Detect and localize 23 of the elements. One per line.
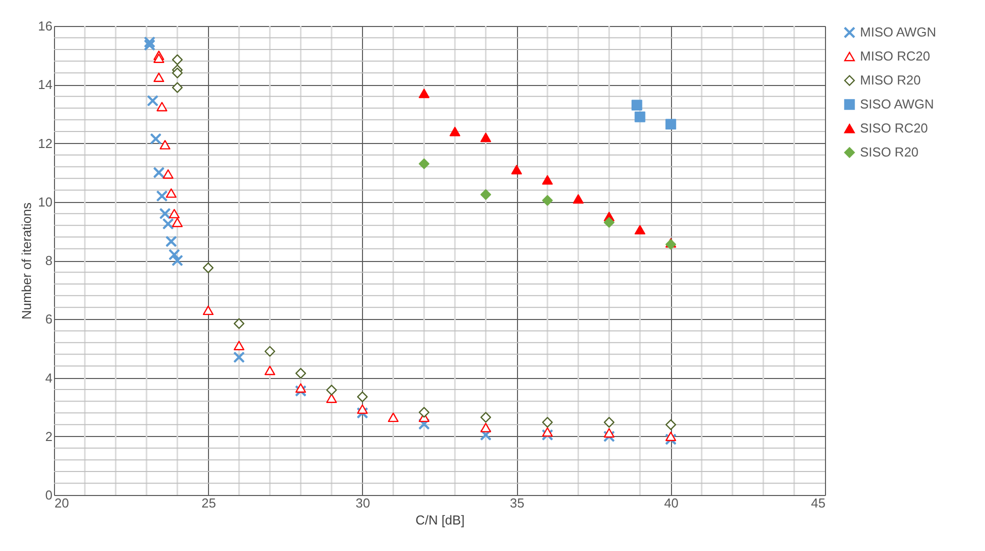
y-axis-title: Number of iterations: [19, 202, 34, 320]
legend-label: SISO RC20: [860, 120, 928, 136]
y-tick-label: 16: [38, 18, 52, 34]
y-tick-label: 10: [38, 194, 52, 210]
x-axis-title: C/N [dB]: [415, 512, 465, 528]
y-tick-label: 6: [45, 312, 52, 327]
x-tick-label: 25: [201, 496, 216, 510]
x-tick-label: 35: [510, 496, 524, 510]
legend-label: SISO AWGN: [860, 96, 934, 112]
y-tick-label: 2: [45, 428, 52, 444]
y-tick-label: 12: [38, 136, 52, 151]
x-tick-label: 45: [811, 496, 826, 510]
y-tick-label: 4: [45, 370, 52, 386]
legend-label: MISO RC20: [860, 48, 930, 64]
legend-label: MISO R20: [860, 72, 921, 88]
y-tick-label: 0: [45, 488, 52, 502]
y-tick-label: 14: [38, 77, 52, 92]
legend-label: MISO AWGN: [860, 24, 936, 40]
x-tick-label: 20: [54, 496, 69, 510]
legend-label: SISO R20: [860, 144, 919, 160]
y-tick-label: 8: [45, 253, 52, 268]
x-tick-label: 40: [664, 496, 679, 510]
x-tick-label: 30: [356, 496, 370, 510]
